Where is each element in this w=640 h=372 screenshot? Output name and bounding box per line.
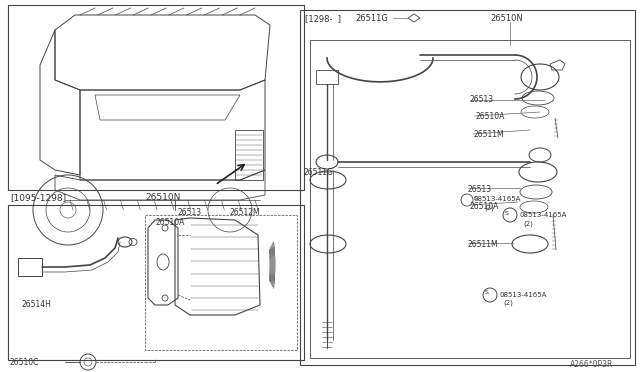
- Text: 08513-4165A: 08513-4165A: [474, 196, 522, 202]
- Text: 26510A: 26510A: [470, 202, 499, 211]
- Text: 26510C: 26510C: [10, 358, 40, 367]
- Text: S: S: [505, 211, 509, 215]
- Text: 26510N: 26510N: [490, 14, 523, 23]
- Text: 08513-4165A: 08513-4165A: [500, 292, 547, 298]
- Text: 26511M: 26511M: [473, 130, 504, 139]
- Text: (2): (2): [503, 300, 513, 307]
- Text: 08513-4165A: 08513-4165A: [520, 212, 568, 218]
- Text: 26511G: 26511G: [303, 168, 333, 177]
- Bar: [18, 258, 42, 276]
- Text: A266*0P3R: A266*0P3R: [570, 360, 613, 369]
- Text: 26513: 26513: [178, 208, 202, 217]
- Text: (2): (2): [523, 220, 533, 227]
- Bar: [316, 70, 338, 84]
- Text: (2): (2): [484, 204, 494, 211]
- Text: 26514H: 26514H: [22, 300, 52, 309]
- Bar: [300, 10, 635, 365]
- Text: [1095-1298]: [1095-1298]: [10, 193, 66, 202]
- Text: S: S: [485, 291, 489, 295]
- Text: S: S: [474, 196, 477, 201]
- Bar: [8, 5, 304, 190]
- Bar: [235, 130, 263, 180]
- Text: 26510A: 26510A: [475, 112, 504, 121]
- Text: 26511G: 26511G: [355, 14, 388, 23]
- Text: 26513: 26513: [470, 95, 494, 104]
- Text: 26511M: 26511M: [468, 240, 499, 249]
- Bar: [310, 40, 630, 358]
- Text: 26510N: 26510N: [145, 193, 180, 202]
- Text: 26513: 26513: [468, 185, 492, 194]
- Bar: [8, 205, 304, 360]
- Text: 26510A: 26510A: [155, 218, 184, 227]
- Text: 26512M: 26512M: [230, 208, 260, 217]
- Text: [1298-  ]: [1298- ]: [305, 14, 341, 23]
- Bar: [145, 215, 297, 350]
